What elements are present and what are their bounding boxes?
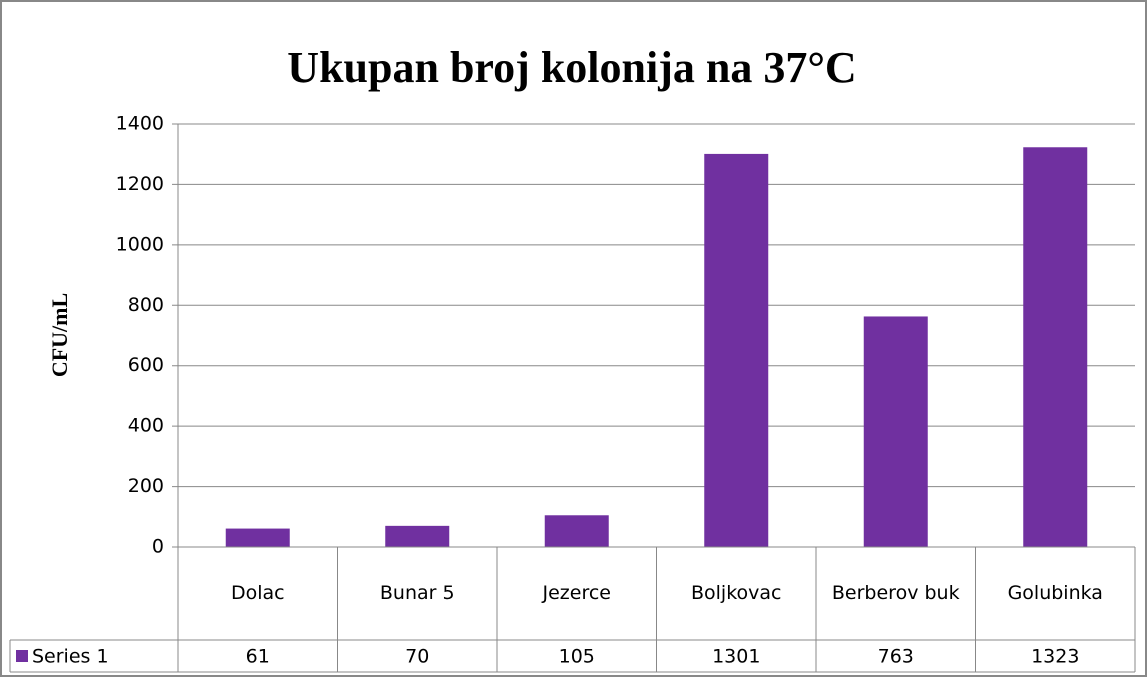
x-tick-label: Boljkovac [691, 582, 782, 604]
y-tick-label: 400 [128, 415, 164, 437]
table-value: 1323 [1031, 646, 1079, 668]
y-axis-label: CFU/mL [47, 293, 72, 377]
table-value: 61 [246, 646, 270, 668]
bar [225, 528, 290, 547]
bar [863, 316, 928, 547]
y-tick-label: 800 [128, 294, 164, 316]
y-tick-label: 1400 [116, 113, 164, 135]
y-tick-label: 200 [128, 475, 164, 497]
y-tick-label: 1000 [116, 233, 164, 255]
chart-title: Ukupan broj kolonija na 37°C [287, 43, 856, 92]
x-tick-label: Berberov buk [832, 582, 960, 604]
x-tick-label: Golubinka [1008, 582, 1103, 604]
bar [1023, 147, 1088, 547]
bar [704, 153, 769, 547]
y-tick-label: 600 [128, 354, 164, 376]
table-value: 1301 [712, 646, 760, 668]
bar [544, 515, 609, 547]
table-value: 763 [878, 646, 914, 668]
table-value: 70 [405, 646, 429, 668]
x-tick-label: Bunar 5 [380, 582, 455, 604]
legend-swatch [16, 650, 28, 662]
legend-label: Series 1 [32, 646, 109, 668]
bar [385, 525, 450, 547]
x-tick-label: Dolac [231, 582, 285, 604]
x-tick-label: Jezerce [542, 582, 612, 604]
y-tick-label: 1200 [116, 173, 164, 195]
y-tick-label: 0 [152, 536, 164, 558]
table-value: 105 [559, 646, 595, 668]
